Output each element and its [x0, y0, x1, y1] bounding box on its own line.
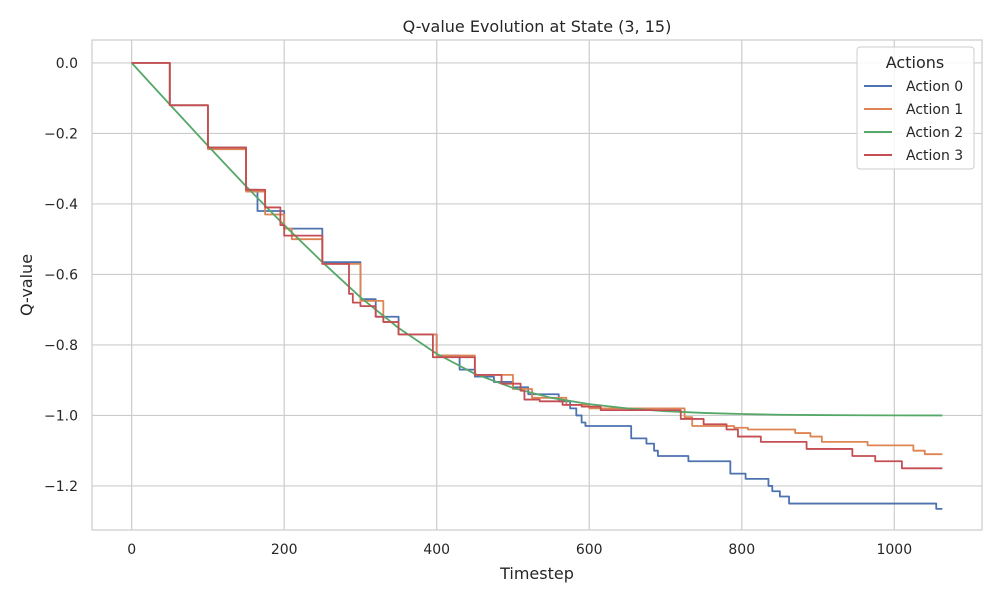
y-tick-label: 0.0 — [56, 56, 78, 72]
legend-item-action-0: Action 0 — [864, 79, 963, 95]
y-tick-label: −0.6 — [44, 267, 78, 283]
legend-label: Action 0 — [906, 79, 963, 95]
legend-title: Actions — [886, 53, 944, 72]
plot-area — [91, 39, 983, 531]
legend-label: Action 3 — [906, 148, 963, 164]
x-tick-label: 400 — [423, 542, 450, 558]
x-tick-label: 1000 — [876, 542, 912, 558]
legend-items: Action 0 Action 1 Action 2 Action 3 — [864, 79, 963, 164]
tick-labels: 0 200 400 600 800 1000 0.0 −0.2 −0.4 −0.6 −0.8 −1.0… — [44, 56, 912, 558]
y-tick-label: −1.2 — [44, 479, 78, 495]
legend-item-action-1: Action 1 — [864, 102, 963, 118]
x-tick-label: 800 — [728, 542, 755, 558]
x-tick-label: 600 — [576, 542, 603, 558]
legend-item-action-3: Action 3 — [864, 148, 963, 164]
series-line-action-1 — [131, 62, 943, 456]
x-axis-title: Timestep — [499, 564, 574, 583]
y-tick-label: −0.4 — [44, 197, 78, 213]
y-tick-label: −0.8 — [44, 338, 78, 354]
y-tick-label: −0.2 — [44, 126, 78, 142]
legend-label: Action 1 — [906, 102, 963, 118]
series-lines — [130, 62, 943, 510]
x-tick-label: 200 — [271, 542, 298, 558]
y-tick-label: −1.0 — [44, 408, 78, 424]
legend-item-action-2: Action 2 — [864, 125, 963, 141]
chart-title: Q-value Evolution at State (3, 15) — [403, 17, 672, 36]
legend: Actions Action 0 Action 1 Action 2 Action 3 — [856, 46, 975, 170]
legend-label: Action 2 — [906, 125, 963, 141]
x-tick-label: 0 — [127, 542, 136, 558]
y-axis-title: Q-value — [17, 254, 36, 316]
series-line-action-3 — [131, 62, 943, 470]
legend-box — [856, 46, 975, 170]
